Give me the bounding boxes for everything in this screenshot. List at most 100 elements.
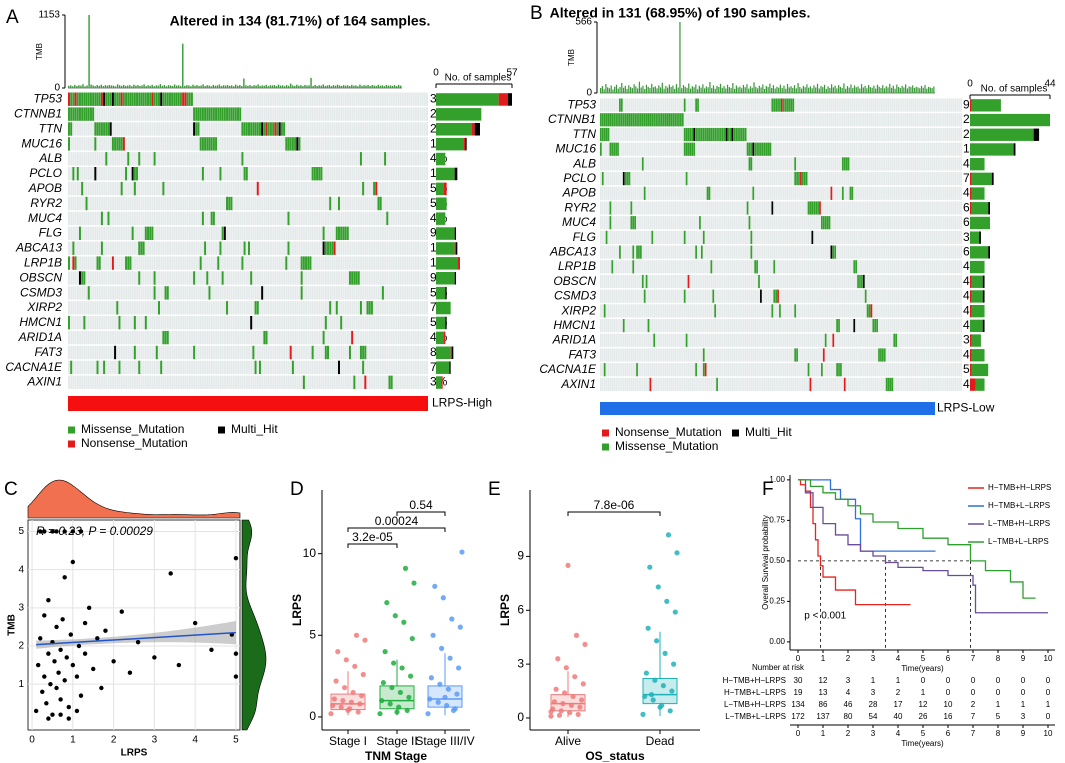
y-tick-label: 0.25 [769,596,785,605]
tmb-bar [202,84,204,88]
tmb-bar [748,88,750,93]
tmb-bar [880,87,882,93]
tmb-bar [894,88,896,93]
point [350,689,356,696]
tmb-bar [387,85,390,88]
point [338,704,344,710]
mutation-cell [197,122,200,136]
tmb-bar [76,86,78,88]
mutation-cell [660,113,663,127]
tmb-bar [196,85,198,88]
gene-label: MUC16 [555,142,596,156]
mutation-cell [672,113,675,127]
sample-bar [971,363,989,377]
point [654,638,660,644]
sample-bar [982,275,985,288]
tmb-bar [758,85,760,93]
mutation-cell [138,271,141,285]
tmb-bar [857,86,859,93]
legend-swatch [602,443,609,451]
mutation-cell [68,122,70,136]
annotation: R = 0.23, P = 0.00029 [36,524,153,538]
point [572,674,578,680]
point [380,680,386,686]
tmb-bar [249,84,251,88]
tmb-bar [878,86,880,93]
sample-bar [970,202,972,215]
mutation-cell [204,107,207,121]
mutation-cell [628,113,631,127]
tmb-bar [908,86,910,93]
x-tick-label: 0 [433,68,439,79]
mutation-cell [322,226,325,240]
mutation-cell [622,172,625,186]
mutation-cell [607,113,610,127]
mutation-cell [821,363,823,377]
mutation-cell [147,226,149,240]
mutation-cell [94,137,97,151]
tmb-bar [265,84,267,88]
mutation-cell [788,98,791,112]
mutation-cell [324,316,327,330]
risk-count: 7 [971,712,976,721]
mutation-cell [752,186,755,200]
y-tick-label: 0.50 [769,556,785,565]
tmb-bar [769,83,771,93]
mutation-cell [748,216,751,230]
mutation-cell [322,330,325,345]
mutation-cell [155,92,158,106]
risk-count: 0 [971,676,976,685]
tmb-bar [324,85,327,88]
mutation-cell [355,271,358,285]
mutation-cell [190,92,193,106]
point [377,711,383,717]
mutation-cell [862,274,865,289]
tmb-bar [608,88,611,93]
point [402,565,409,571]
x-tick-label: 3 [871,654,876,663]
mutation-cell [114,92,117,106]
tmb-bar [200,85,202,88]
mutation-cell [357,271,360,285]
point [54,685,59,691]
mutation-cell [327,345,329,360]
mutation-cell [792,98,795,112]
x-tick-label: Stage II [376,734,417,748]
sample-bar [970,275,972,288]
x-tick-label: 10 [1044,729,1053,738]
mutation-cell [340,316,343,330]
risk-count: 1 [1046,700,1051,709]
point [111,659,116,664]
tmb-bar [841,87,843,93]
mutation-cell [626,113,629,127]
mutation-cell [133,92,136,106]
tmb-bar [767,87,769,93]
x-tick-label: 57 [506,68,518,79]
mutation-cell [615,142,617,156]
mutation-cell [109,92,112,106]
tmb-bar [734,88,736,93]
tmb-bar [186,85,188,88]
tmb-bar [885,86,887,93]
gene-label: XIRP2 [560,303,596,317]
tmb-bar [774,88,776,93]
mutation-cell [252,122,255,136]
point [580,681,586,687]
sample-bar [971,275,983,288]
x-tick-label: 3 [152,735,158,746]
mutation-cell [129,256,132,270]
mutation-cell [887,377,890,391]
tmb-bar [302,86,304,88]
tmb-bar [287,85,290,88]
mutation-cell [836,319,838,333]
tmb-bar [797,82,799,93]
mutation-cell [83,92,86,106]
mutation-cell [195,122,198,136]
mutation-cell [114,345,117,360]
tmb-bar [739,86,741,93]
mutation-cell [857,274,859,289]
y-axis-label: TMB [35,43,44,60]
point [558,708,564,714]
mutation-cell [832,245,835,259]
